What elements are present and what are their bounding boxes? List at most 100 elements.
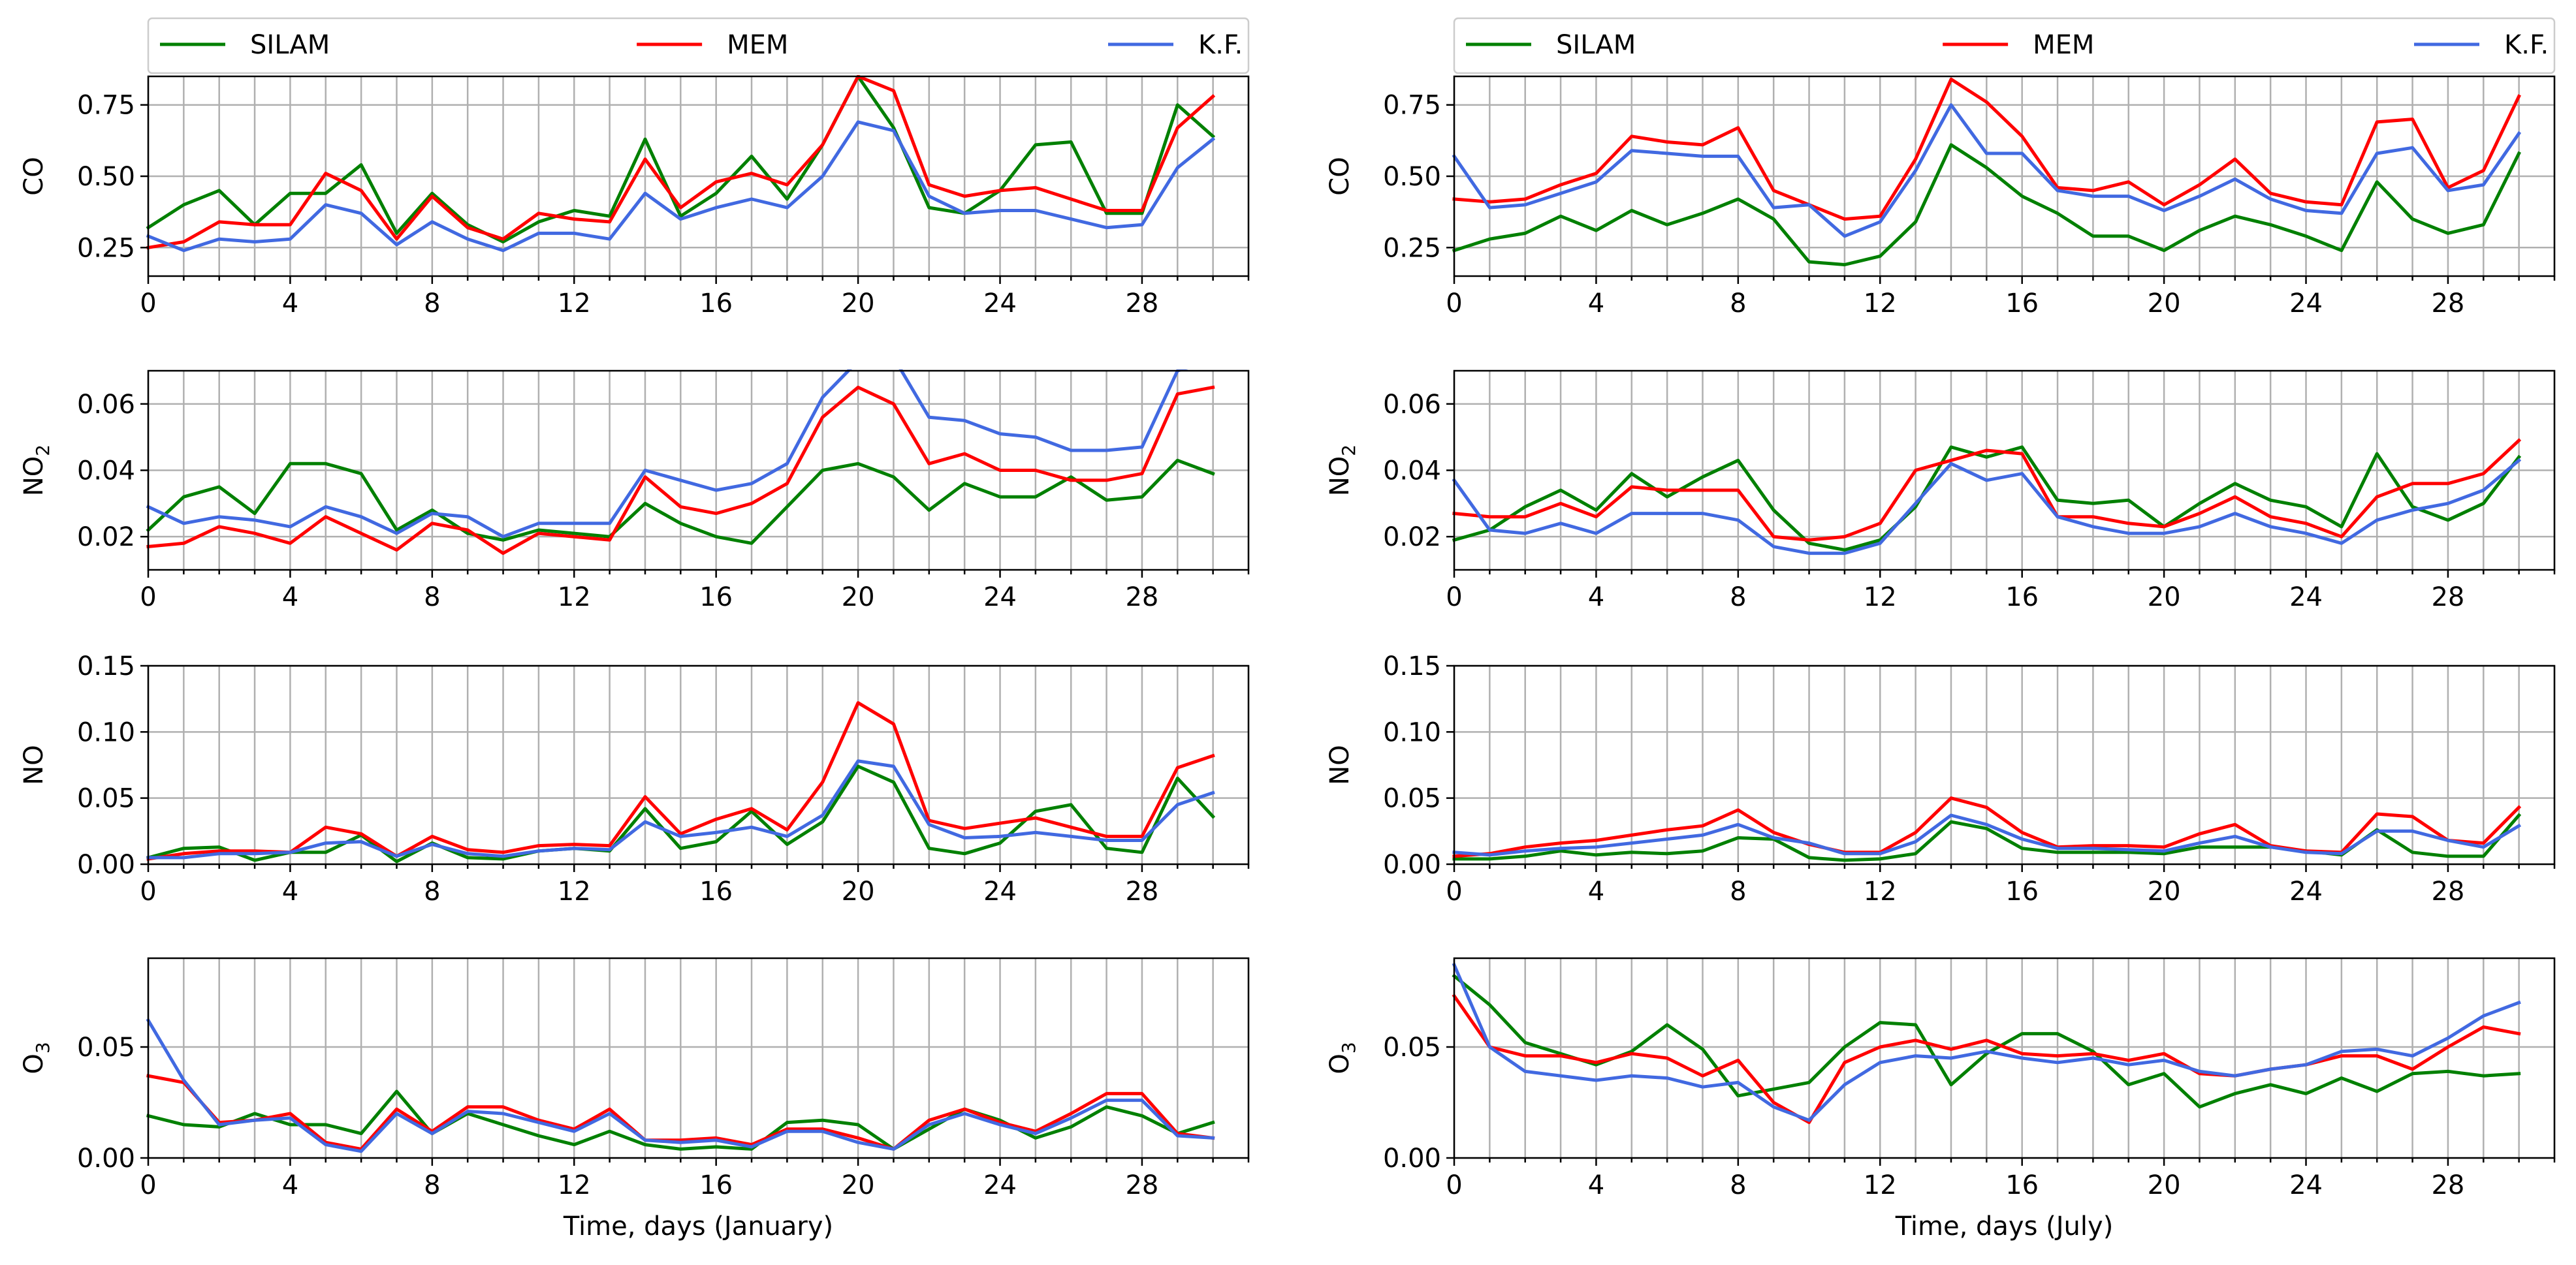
series-line-kf xyxy=(146,759,1215,860)
x-tick-label: 12 xyxy=(558,289,591,319)
y-tick-label: 0.50 xyxy=(77,162,135,192)
y-tick-label: 0.06 xyxy=(1383,390,1441,420)
x-tick-label: 20 xyxy=(842,877,875,907)
subplot-1-january: 0 4 8 12 16 20 24 28 0.25 0.50 0.75 CO xyxy=(19,37,1250,319)
y-tick-label: 0.05 xyxy=(77,1033,135,1063)
clip-mask-bottom xyxy=(147,1159,1250,1178)
series-line-kf xyxy=(146,356,1215,539)
x-tick-label: 4 xyxy=(282,582,298,612)
clip-mask-top xyxy=(147,332,1250,369)
clip-mask-top xyxy=(1453,919,2556,957)
y-axis-label-subscript: 2 xyxy=(32,445,54,456)
legend-label-silam: SILAM xyxy=(250,30,330,60)
x-tick-label: 28 xyxy=(2431,289,2464,319)
y-tick-label: 0.00 xyxy=(77,850,135,880)
clip-mask-bottom xyxy=(1453,277,2556,296)
clip-mask-top xyxy=(147,627,1250,664)
y-tick-label: 0.75 xyxy=(77,91,135,121)
y-tick-label: 0.10 xyxy=(77,717,135,747)
x-tick-label: 20 xyxy=(2148,877,2181,907)
subplot-3-january: 0 4 8 12 16 20 24 28 0.00 0.05 0.10 0.15 NO xyxy=(19,627,1250,907)
series-line-silam xyxy=(146,74,1216,243)
y-axis-label: CO xyxy=(19,157,49,195)
y-tick-label: 0.15 xyxy=(1383,651,1441,681)
x-tick-label: 28 xyxy=(1125,1170,1158,1200)
y-tick-label: 0.00 xyxy=(1383,1144,1441,1174)
x-tick-label: 4 xyxy=(282,877,298,907)
x-tick-label: 0 xyxy=(140,877,156,907)
x-tick-label: 28 xyxy=(2431,877,2464,907)
y-tick-label: 0.02 xyxy=(77,522,135,552)
x-tick-label: 0 xyxy=(1446,877,1462,907)
x-tick-label: 12 xyxy=(558,877,591,907)
x-tick-label: 24 xyxy=(983,1170,1017,1200)
legend-label-mem: MEM xyxy=(727,30,788,60)
y-tick-label: 0.15 xyxy=(77,651,135,681)
y-axis-label: NO2 xyxy=(19,445,54,496)
x-tick-label: 4 xyxy=(1588,1170,1604,1200)
legends-layer: SILAM MEM K.F. SILAM MEM K.F. xyxy=(147,17,2556,74)
x-tick-label: 12 xyxy=(1864,289,1897,319)
series-line-silam xyxy=(1452,445,2522,552)
legend-label-kf: K.F. xyxy=(1198,30,1243,60)
x-tick-label: 4 xyxy=(1588,877,1604,907)
x-tick-label: 12 xyxy=(1864,1170,1897,1200)
y-axis-label: NO xyxy=(19,745,49,785)
series-line-mem xyxy=(146,1074,1215,1151)
x-tick-label: 24 xyxy=(2289,1170,2323,1200)
y-tick-label: 0.25 xyxy=(77,233,135,263)
x-tick-label: 12 xyxy=(1864,877,1897,907)
x-tick-label: 28 xyxy=(2431,582,2464,612)
y-axis-label-subscript: 2 xyxy=(1338,445,1360,456)
legend-label-silam: SILAM xyxy=(1556,30,1636,60)
x-tick-label: 16 xyxy=(699,877,733,907)
x-tick-label: 8 xyxy=(1730,1170,1746,1200)
x-tick-label: 0 xyxy=(140,289,156,319)
legend-july: SILAM MEM K.F. xyxy=(1453,17,2556,74)
series-line-kf xyxy=(1452,458,2522,555)
clip-mask-bottom xyxy=(147,277,1250,296)
x-tick-label: 0 xyxy=(140,1170,156,1200)
x-tick-label: 12 xyxy=(558,582,591,612)
legend-january: SILAM MEM K.F. xyxy=(147,17,1250,74)
y-tick-label: 0.05 xyxy=(1383,784,1441,814)
x-tick-label: 24 xyxy=(983,582,1017,612)
subplot-1-july: 0 4 8 12 16 20 24 28 0.25 0.50 0.75 CO xyxy=(1325,37,2556,319)
x-tick-label: 0 xyxy=(1446,1170,1462,1200)
y-tick-label: 0.02 xyxy=(1383,522,1441,552)
x-tick-label: 0 xyxy=(140,582,156,612)
x-tick-label: 28 xyxy=(1125,877,1158,907)
clip-mask-top xyxy=(1453,627,2556,664)
y-tick-label: 0.50 xyxy=(1383,162,1441,192)
subplot-2-july: 0 4 8 12 16 20 24 28 0.02 0.04 0.06 NO2 xyxy=(1325,332,2556,612)
x-tick-label: 4 xyxy=(1588,289,1604,319)
x-tick-label: 24 xyxy=(983,289,1017,319)
x-tick-label: 16 xyxy=(699,1170,733,1200)
y-tick-label: 0.10 xyxy=(1383,717,1441,747)
x-tick-label: 8 xyxy=(424,1170,440,1200)
axes-frame xyxy=(147,664,1250,866)
series-line-kf xyxy=(146,120,1216,253)
clip-mask-top xyxy=(1453,332,2556,369)
y-tick-label: 0.06 xyxy=(77,390,135,420)
axes-frame xyxy=(1453,664,2556,866)
x-tick-label: 8 xyxy=(1730,289,1746,319)
x-tick-label: 24 xyxy=(983,877,1017,907)
x-tick-label: 16 xyxy=(2005,582,2039,612)
series-line-kf xyxy=(146,1018,1215,1153)
y-axis-label-subscript: 3 xyxy=(1338,1042,1360,1054)
x-tick-label: 24 xyxy=(2289,582,2323,612)
y-axis-label: NO xyxy=(1325,745,1355,785)
axes-frame xyxy=(147,957,1250,1159)
subplot-4-january: 0 4 8 12 16 20 24 28 0.00 0.05 O3 Time, days (Janua… xyxy=(19,919,1250,1242)
series-line-silam xyxy=(146,1089,1215,1151)
x-tick-label: 24 xyxy=(2289,289,2323,319)
y-axis-label: O3 xyxy=(19,1042,54,1074)
series-line-mem xyxy=(146,701,1215,861)
x-tick-label: 4 xyxy=(1588,582,1604,612)
x-tick-label: 8 xyxy=(1730,582,1746,612)
subplot-2-january: 0 4 8 12 16 20 24 28 0.02 0.04 0.06 NO2 xyxy=(19,332,1250,612)
x-tick-label: 20 xyxy=(2148,582,2181,612)
